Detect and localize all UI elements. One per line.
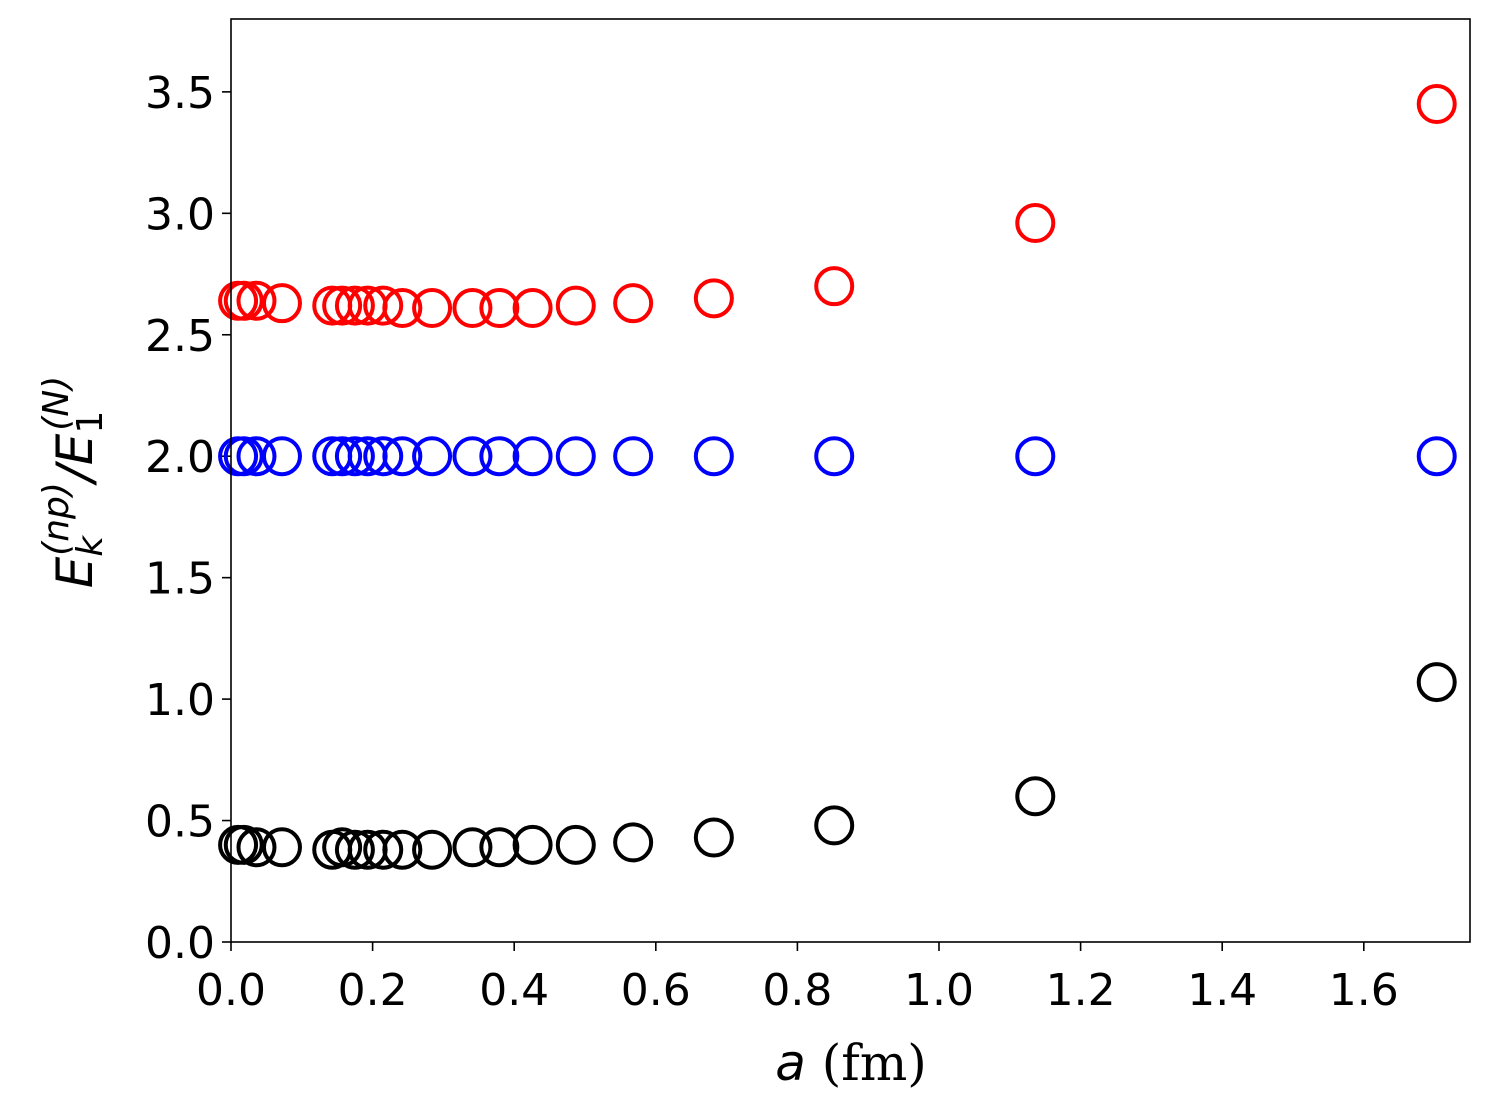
data-point [1015, 436, 1056, 477]
data-point [322, 285, 363, 326]
data-point [479, 288, 520, 329]
data-point [363, 829, 404, 870]
data-point [261, 827, 302, 868]
y-axis-ticks: 0.0 0.5 1.0 1.5 2.0 2.5 3.0 3.5 [145, 68, 231, 969]
data-point [261, 436, 302, 477]
data-point [223, 824, 264, 865]
y-tick-label: 3.5 [145, 68, 215, 119]
data-point [555, 285, 596, 326]
x-tick-label: 0.4 [479, 965, 549, 1016]
y-tick-label: 2.5 [145, 311, 215, 362]
x-axis-variable: a [775, 1034, 806, 1092]
data-point [334, 436, 375, 477]
data-point [555, 436, 596, 477]
data-point [512, 824, 553, 865]
y-tick-label: 1.0 [145, 675, 215, 726]
y-label-e: E [46, 556, 104, 588]
data-point [363, 436, 404, 477]
data-point [223, 280, 264, 321]
y-label-sub-1: 1 [70, 411, 111, 434]
data-point [693, 278, 734, 319]
x-tick-label: 0.6 [621, 965, 691, 1016]
x-axis-label: a (fm) [775, 1034, 926, 1092]
data-point [412, 288, 453, 329]
data-point [512, 288, 553, 329]
data-point [814, 436, 855, 477]
data-point [334, 829, 375, 870]
x-tick-label: 0.0 [196, 965, 266, 1016]
data-point [1015, 776, 1056, 817]
data-point [613, 436, 654, 477]
plot-points [218, 84, 1457, 870]
x-tick-label: 1.0 [904, 965, 974, 1016]
data-point [693, 436, 734, 477]
data-point [236, 827, 277, 868]
data-point [613, 283, 654, 324]
data-point [363, 285, 404, 326]
data-point [261, 283, 302, 324]
data-point [334, 285, 375, 326]
y-axis-label: Ek(np)/E1(N) [36, 376, 111, 589]
data-point [236, 436, 277, 477]
data-point [236, 280, 277, 321]
data-point [452, 827, 493, 868]
data-point [555, 824, 596, 865]
y-tick-label: 1.5 [145, 554, 215, 605]
data-point [613, 822, 654, 863]
data-point [452, 436, 493, 477]
data-point [322, 827, 363, 868]
y-tick-label: 0.5 [145, 797, 215, 848]
data-point [412, 436, 453, 477]
data-point [512, 436, 553, 477]
data-point [814, 805, 855, 846]
y-label-sup-n: (N) [36, 376, 77, 431]
data-point [1015, 203, 1056, 244]
data-point [693, 817, 734, 858]
y-label-e1: E [46, 433, 104, 465]
data-point [223, 436, 264, 477]
data-point [1416, 662, 1457, 703]
x-axis-unit: (fm) [806, 1034, 927, 1092]
data-point [479, 827, 520, 868]
x-tick-label: 1.6 [1329, 965, 1399, 1016]
y-tick-label: 0.0 [145, 918, 215, 969]
data-point [1416, 84, 1457, 125]
y-tick-label: 3.0 [145, 189, 215, 240]
x-tick-label: 0.2 [338, 965, 408, 1016]
data-point [322, 436, 363, 477]
data-point [479, 436, 520, 477]
y-tick-label: 2.0 [145, 432, 215, 483]
y-label-sub-k: k [70, 534, 111, 557]
data-point [382, 288, 423, 329]
x-tick-label: 0.8 [762, 965, 832, 1016]
x-tick-label: 1.4 [1187, 965, 1257, 1016]
data-point [452, 288, 493, 329]
data-point [412, 829, 453, 870]
x-tick-label: 1.2 [1046, 965, 1116, 1016]
data-point [814, 266, 855, 307]
plot-frame [230, 18, 1471, 943]
y-label-sup-np: (np) [36, 482, 77, 556]
data-point [382, 829, 423, 870]
x-axis-ticks: 0.0 0.2 0.4 0.6 0.8 1.0 1.2 1.4 1.6 [196, 942, 1399, 1016]
data-point [1416, 436, 1457, 477]
data-point [382, 436, 423, 477]
